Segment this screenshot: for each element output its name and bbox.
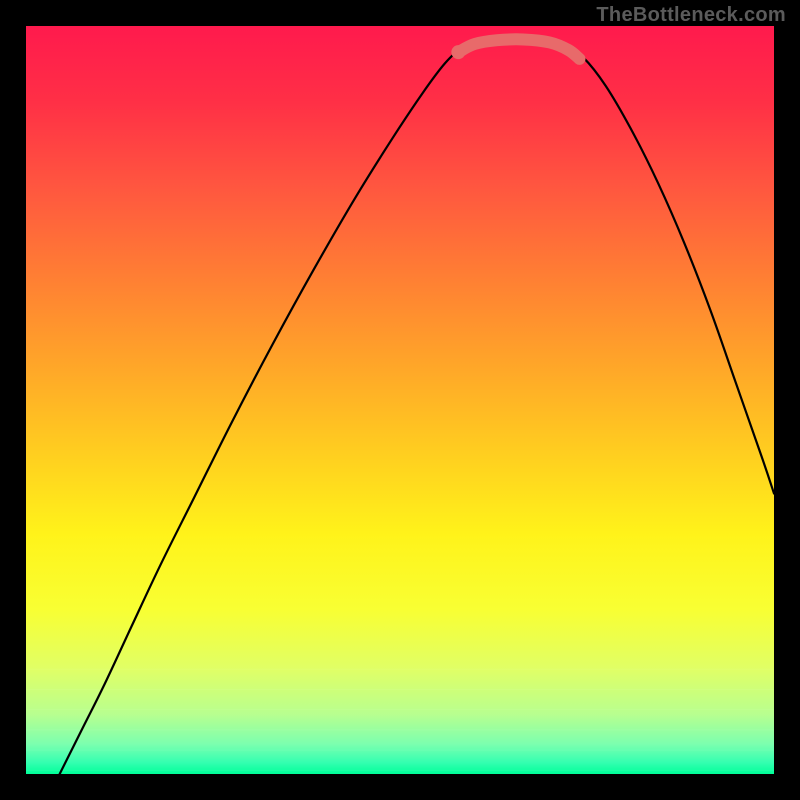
chart-svg: [26, 26, 774, 774]
gradient-background: [26, 26, 774, 774]
plot-area: [26, 26, 774, 774]
watermark-text: TheBottleneck.com: [596, 4, 786, 27]
highlight-dot: [451, 45, 465, 59]
chart-container: TheBottleneck.com: [0, 0, 800, 800]
